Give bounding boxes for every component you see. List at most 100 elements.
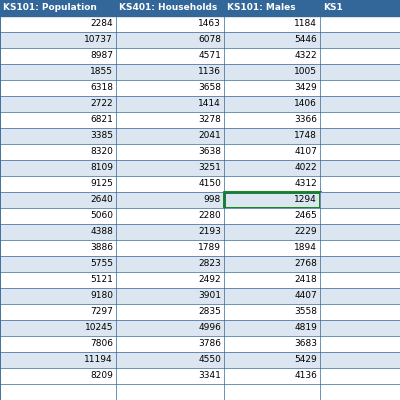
Text: 3683: 3683 xyxy=(294,340,317,348)
Bar xyxy=(320,208,400,224)
Bar xyxy=(224,304,320,320)
Bar xyxy=(116,16,224,32)
Bar xyxy=(116,144,224,160)
Bar xyxy=(320,112,400,128)
Text: 4107: 4107 xyxy=(294,148,317,156)
Text: 10737: 10737 xyxy=(84,36,113,44)
Bar xyxy=(0,48,116,64)
Bar xyxy=(320,352,400,368)
Bar xyxy=(116,176,224,192)
Text: 3558: 3558 xyxy=(294,308,317,316)
Bar xyxy=(224,144,320,160)
Bar xyxy=(0,144,116,160)
Bar xyxy=(116,32,224,48)
Bar xyxy=(320,16,400,32)
Bar xyxy=(320,176,400,192)
Bar xyxy=(116,160,224,176)
Bar xyxy=(0,352,116,368)
Text: 5121: 5121 xyxy=(90,276,113,284)
Bar xyxy=(116,352,224,368)
Bar xyxy=(116,128,224,144)
Bar xyxy=(0,128,116,144)
Bar xyxy=(224,0,320,16)
Text: 5755: 5755 xyxy=(90,260,113,268)
Text: 1414: 1414 xyxy=(198,100,221,108)
Bar xyxy=(0,288,116,304)
Bar xyxy=(116,192,224,208)
Text: 3786: 3786 xyxy=(198,340,221,348)
Bar xyxy=(320,288,400,304)
Text: 3385: 3385 xyxy=(90,132,113,140)
Text: 4022: 4022 xyxy=(294,164,317,172)
Bar xyxy=(320,80,400,96)
Bar xyxy=(224,272,320,288)
Bar xyxy=(320,192,400,208)
Bar xyxy=(0,96,116,112)
Bar xyxy=(224,16,320,32)
Bar xyxy=(224,288,320,304)
Text: 2823: 2823 xyxy=(198,260,221,268)
Text: KS401: Households: KS401: Households xyxy=(119,4,217,12)
Bar xyxy=(0,304,116,320)
Bar xyxy=(320,368,400,384)
Text: 2041: 2041 xyxy=(198,132,221,140)
Text: 4550: 4550 xyxy=(198,356,221,364)
Text: 4150: 4150 xyxy=(198,180,221,188)
Bar xyxy=(224,64,320,80)
Bar xyxy=(224,192,320,208)
Text: 1789: 1789 xyxy=(198,244,221,252)
Bar xyxy=(320,304,400,320)
Bar xyxy=(116,64,224,80)
Text: 5446: 5446 xyxy=(294,36,317,44)
Bar xyxy=(116,304,224,320)
Bar xyxy=(0,64,116,80)
Bar xyxy=(320,240,400,256)
Text: 4819: 4819 xyxy=(294,324,317,332)
Bar xyxy=(116,288,224,304)
Bar xyxy=(116,256,224,272)
Bar xyxy=(224,128,320,144)
Text: 6078: 6078 xyxy=(198,36,221,44)
Bar xyxy=(224,32,320,48)
Text: 2229: 2229 xyxy=(294,228,317,236)
Bar xyxy=(224,112,320,128)
Text: 4996: 4996 xyxy=(198,324,221,332)
Text: 2835: 2835 xyxy=(198,308,221,316)
Bar xyxy=(224,256,320,272)
Bar xyxy=(320,0,400,16)
Bar xyxy=(116,208,224,224)
Text: 4312: 4312 xyxy=(294,180,317,188)
Bar xyxy=(0,320,116,336)
Bar xyxy=(0,208,116,224)
Text: 2722: 2722 xyxy=(90,100,113,108)
Text: 1294: 1294 xyxy=(294,196,317,204)
Text: 2640: 2640 xyxy=(90,196,113,204)
Text: 3638: 3638 xyxy=(198,148,221,156)
Bar xyxy=(116,336,224,352)
Text: 2284: 2284 xyxy=(90,20,113,28)
Bar xyxy=(320,256,400,272)
Text: 9125: 9125 xyxy=(90,180,113,188)
Text: KS1: KS1 xyxy=(323,4,343,12)
Text: 2418: 2418 xyxy=(294,276,317,284)
Bar xyxy=(116,80,224,96)
Text: 3366: 3366 xyxy=(294,116,317,124)
Text: 8320: 8320 xyxy=(90,148,113,156)
Bar xyxy=(0,16,116,32)
Bar xyxy=(224,176,320,192)
Bar xyxy=(0,192,116,208)
Bar xyxy=(320,144,400,160)
Text: KS101: Males: KS101: Males xyxy=(227,4,296,12)
Bar xyxy=(116,48,224,64)
Bar xyxy=(116,224,224,240)
Bar xyxy=(116,112,224,128)
Text: 3278: 3278 xyxy=(198,116,221,124)
Bar xyxy=(224,96,320,112)
Text: 6821: 6821 xyxy=(90,116,113,124)
Text: 11194: 11194 xyxy=(84,356,113,364)
Text: 4407: 4407 xyxy=(294,292,317,300)
Bar xyxy=(320,48,400,64)
Bar xyxy=(116,240,224,256)
Text: 5060: 5060 xyxy=(90,212,113,220)
Text: 3658: 3658 xyxy=(198,84,221,92)
